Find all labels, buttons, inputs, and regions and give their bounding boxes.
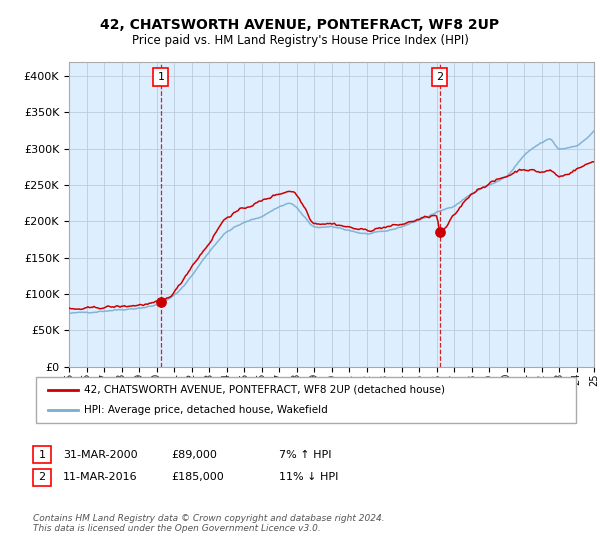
- Text: 1: 1: [157, 72, 164, 82]
- Text: Price paid vs. HM Land Registry's House Price Index (HPI): Price paid vs. HM Land Registry's House …: [131, 34, 469, 48]
- Text: 2: 2: [38, 472, 46, 482]
- Text: £185,000: £185,000: [171, 472, 224, 482]
- Text: 42, CHATSWORTH AVENUE, PONTEFRACT, WF8 2UP (detached house): 42, CHATSWORTH AVENUE, PONTEFRACT, WF8 2…: [84, 385, 445, 395]
- Point: [435, 228, 445, 237]
- Text: 7% ↑ HPI: 7% ↑ HPI: [279, 450, 331, 460]
- Text: 31-MAR-2000: 31-MAR-2000: [63, 450, 137, 460]
- Text: £89,000: £89,000: [171, 450, 217, 460]
- Text: 11-MAR-2016: 11-MAR-2016: [63, 472, 137, 482]
- Text: 1: 1: [38, 450, 46, 460]
- Text: Contains HM Land Registry data © Crown copyright and database right 2024.
This d: Contains HM Land Registry data © Crown c…: [33, 514, 385, 533]
- Text: 2: 2: [436, 72, 443, 82]
- Text: HPI: Average price, detached house, Wakefield: HPI: Average price, detached house, Wake…: [84, 405, 328, 415]
- Text: 42, CHATSWORTH AVENUE, PONTEFRACT, WF8 2UP: 42, CHATSWORTH AVENUE, PONTEFRACT, WF8 2…: [100, 18, 500, 32]
- Text: 11% ↓ HPI: 11% ↓ HPI: [279, 472, 338, 482]
- Point: [156, 298, 166, 307]
